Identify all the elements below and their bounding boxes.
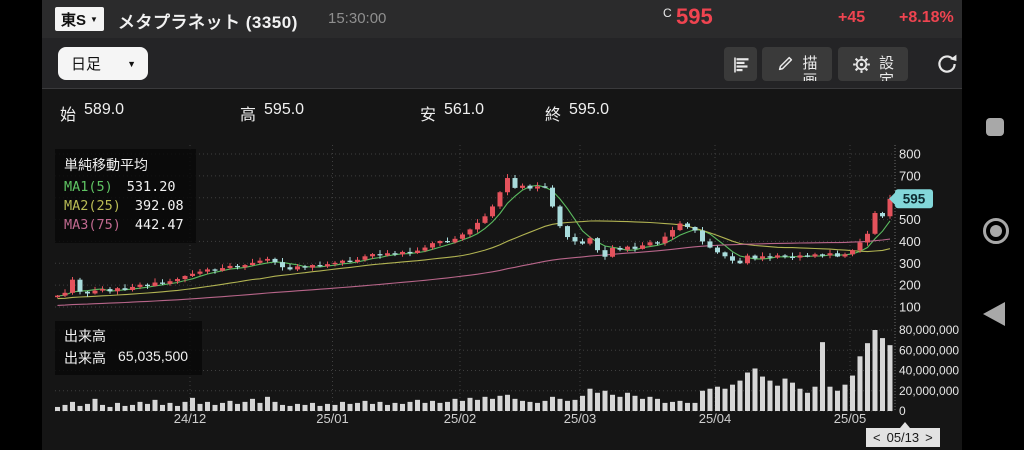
- svg-text:25/04: 25/04: [699, 411, 732, 426]
- chart-area: 100 200 300 400 500 700 800 0 20,000,000 40,000,0…: [42, 89, 962, 449]
- volume-value: 65,035,500: [118, 348, 189, 364]
- date-current: 05/13: [886, 430, 920, 445]
- quote-time: 15:30:00: [328, 10, 387, 27]
- svg-text:25/03: 25/03: [564, 411, 597, 426]
- price-flag: C: [663, 6, 672, 20]
- svg-text:20,000,000: 20,000,000: [899, 384, 959, 398]
- date-next-button[interactable]: >: [925, 430, 933, 445]
- title-bar: 東S ▼ メタプラネット (3350) 15:30:00 C 595 +45 +…: [42, 0, 962, 38]
- ma-legend: 単純移動平均 MA1(5) 531.20 MA2(25) 392.08 MA3(…: [55, 149, 196, 243]
- svg-text:25/02: 25/02: [444, 411, 477, 426]
- pencil-icon: [779, 56, 793, 71]
- svg-text:80,000,000: 80,000,000: [899, 323, 959, 337]
- svg-text:400: 400: [899, 234, 921, 249]
- chart-app: 東S ▼ メタプラネット (3350) 15:30:00 C 595 +45 +…: [42, 0, 962, 450]
- svg-text:25/01: 25/01: [316, 411, 349, 426]
- gear-icon: [853, 56, 870, 73]
- ma1-row: MA1(5) 531.20: [64, 178, 184, 197]
- svg-text:0: 0: [899, 404, 906, 418]
- date-nav-caret: [900, 422, 910, 428]
- status-bar-strip: [0, 0, 42, 450]
- svg-text:595: 595: [903, 191, 926, 206]
- ma2-row: MA2(25) 392.08: [64, 197, 184, 216]
- date-navigator: < 05/13 >: [866, 422, 940, 447]
- settings-button[interactable]: 設定: [838, 47, 908, 81]
- settings-label: 設定: [878, 55, 894, 81]
- svg-text:200: 200: [899, 278, 921, 293]
- draw-button[interactable]: 描画: [762, 47, 832, 81]
- chevron-down-icon: ▼: [90, 14, 98, 24]
- svg-text:100: 100: [899, 300, 921, 315]
- ohlc-low: 安 561.0: [420, 101, 485, 124]
- ma-legend-title: 単純移動平均: [64, 157, 148, 173]
- recents-button[interactable]: [986, 118, 1004, 136]
- svg-text:60,000,000: 60,000,000: [899, 343, 959, 357]
- ma3-label: MA3(75): [64, 217, 121, 233]
- draw-label: 描画: [802, 55, 818, 81]
- exchange-selector[interactable]: 東S ▼: [55, 7, 104, 31]
- stock-title: メタプラネット (3350): [118, 13, 298, 32]
- back-button[interactable]: [983, 302, 1005, 326]
- ma3-value: 442.47: [134, 217, 184, 233]
- chart-toolbar: 日足 ▼ 描画: [42, 38, 962, 89]
- refresh-button[interactable]: [932, 49, 962, 79]
- price-change-percent: +8.18%: [899, 9, 954, 26]
- svg-text:500: 500: [899, 212, 921, 227]
- svg-text:25/05: 25/05: [834, 411, 867, 426]
- date-prev-button[interactable]: <: [873, 430, 881, 445]
- volume-label: 出来高: [64, 350, 106, 366]
- home-button[interactable]: [983, 218, 1009, 244]
- timeframe-label: 日足: [71, 56, 102, 73]
- svg-text:300: 300: [899, 256, 921, 271]
- price-volume-chart[interactable]: 100 200 300 400 500 700 800 0 20,000,000 40,000,0…: [42, 89, 962, 449]
- volume-legend-title: 出来高: [64, 328, 106, 344]
- ohlc-open: 始 589.0: [60, 101, 125, 124]
- ma2-label: MA2(25): [64, 198, 121, 214]
- price-change: +45: [838, 9, 866, 26]
- chevron-down-icon: ▼: [127, 58, 136, 69]
- svg-text:700: 700: [899, 168, 921, 183]
- bar-list-icon: [733, 57, 748, 73]
- refresh-icon: [938, 54, 957, 73]
- ma2-value: 392.08: [134, 198, 184, 214]
- volume-value-row: 出来高 65,035,500: [64, 348, 188, 368]
- svg-text:24/12: 24/12: [174, 411, 207, 426]
- ohlc-close: 終 595.0: [545, 101, 610, 124]
- android-nav-bar: [962, 0, 1024, 450]
- ma3-row: MA3(75) 442.47: [64, 216, 184, 235]
- chart-type-button[interactable]: [724, 47, 757, 81]
- exchange-label: 東S: [61, 11, 87, 29]
- svg-text:800: 800: [899, 147, 921, 162]
- ma1-label: MA1(5): [64, 179, 113, 195]
- svg-text:40,000,000: 40,000,000: [899, 364, 959, 378]
- ohlc-high: 高 595.0: [240, 101, 305, 124]
- last-price: 595: [676, 4, 713, 29]
- ohlc-row: 始 589.0 高 595.0 安 561.0 終 595.0: [42, 101, 962, 124]
- ma1-value: 531.20: [126, 179, 176, 195]
- timeframe-dropdown[interactable]: 日足 ▼: [58, 47, 148, 80]
- volume-legend: 出来高 出来高 65,035,500: [55, 321, 203, 375]
